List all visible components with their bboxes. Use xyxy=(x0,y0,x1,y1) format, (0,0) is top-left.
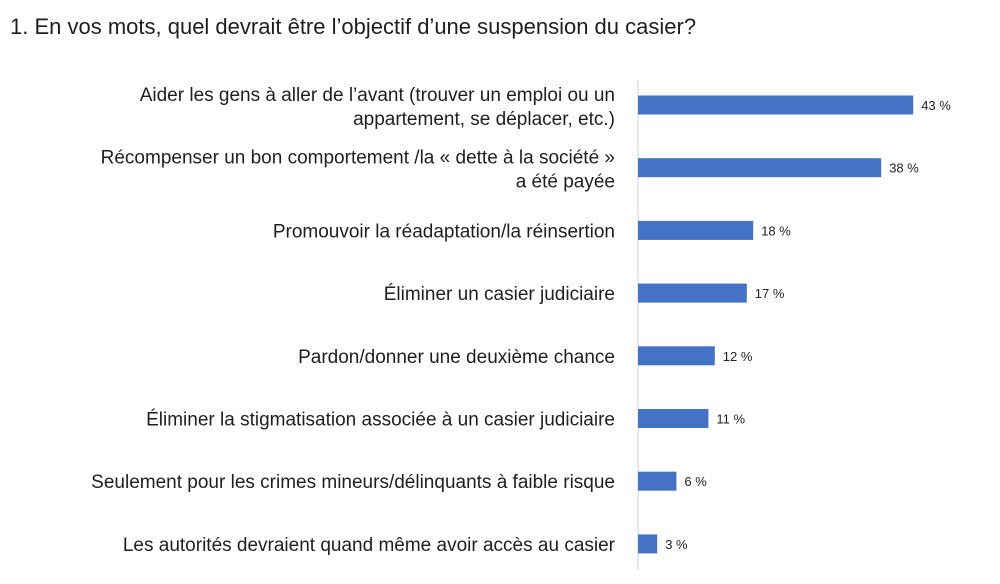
data-labels: 43 % 38 % 18 % 17 % 12 % 11 % 6 % 3 % xyxy=(665,98,951,552)
value-label: 3 % xyxy=(665,537,688,552)
category-label: Seulement pour les crimes mineurs/délinq… xyxy=(91,472,615,493)
value-label: 43 % xyxy=(921,98,951,113)
bars xyxy=(638,95,914,554)
bar xyxy=(638,220,754,240)
category-label: Pardon/donner une deuxième chance xyxy=(298,347,615,368)
chart-title: 1. En vos mots, quel devrait être l’obje… xyxy=(10,14,697,39)
category-label: Récompenser un bon comportement /la « de… xyxy=(101,148,615,169)
value-label: 11 % xyxy=(716,412,745,427)
category-label: appartement, se déplacer, etc.) xyxy=(353,109,615,130)
category-labels: Aider les gens à aller de l’avant (trouv… xyxy=(91,85,615,556)
category-label: Éliminer la stigmatisation associée à un… xyxy=(146,410,615,431)
category-label: Éliminer un casier judiciaire xyxy=(384,284,615,305)
category-label: a été payée xyxy=(516,172,615,193)
category-label: Les autorités devraient quand même avoir… xyxy=(123,535,616,556)
category-label: Aider les gens à aller de l’avant (trouv… xyxy=(140,85,615,106)
bar xyxy=(638,158,882,178)
value-label: 38 % xyxy=(889,161,919,176)
value-label: 17 % xyxy=(755,286,785,301)
value-label: 12 % xyxy=(723,349,753,364)
value-label: 6 % xyxy=(684,474,707,489)
bar xyxy=(638,409,709,428)
category-label: Promouvoir la réadaptation/la réinsertio… xyxy=(273,221,615,242)
value-label: 18 % xyxy=(761,223,791,238)
bar xyxy=(638,471,677,491)
bar xyxy=(638,346,715,366)
bar xyxy=(638,95,914,115)
bar xyxy=(638,534,658,554)
bar xyxy=(638,283,747,303)
